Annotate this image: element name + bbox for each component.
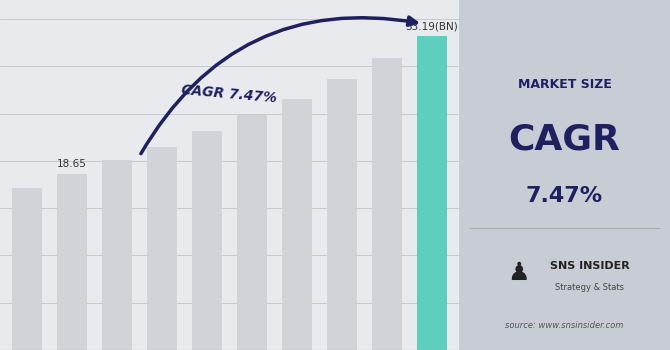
Text: 7.47%: 7.47% (526, 186, 603, 206)
Bar (417, 36, 447, 350)
Text: Strategy & Stats: Strategy & Stats (555, 282, 624, 292)
Text: CAGR: CAGR (509, 123, 620, 157)
Text: ♟: ♟ (507, 261, 529, 285)
Bar (103, 160, 131, 350)
Text: 33.19(BN): 33.19(BN) (405, 21, 458, 31)
FancyArrowPatch shape (141, 17, 416, 154)
Text: SNS INSIDER: SNS INSIDER (550, 261, 630, 271)
Text: MARKET SIZE: MARKET SIZE (517, 77, 612, 91)
Bar (328, 78, 356, 350)
Bar (373, 58, 401, 350)
Bar (12, 188, 42, 350)
Bar (58, 174, 86, 350)
Text: 18.65: 18.65 (57, 159, 87, 169)
FancyBboxPatch shape (455, 0, 670, 350)
Bar (282, 99, 312, 350)
Bar (147, 147, 177, 350)
Bar (237, 116, 267, 350)
Bar (192, 132, 222, 350)
Text: source: www.snsinsider.com: source: www.snsinsider.com (505, 321, 624, 330)
Text: CAGR 7.47%: CAGR 7.47% (181, 83, 278, 106)
